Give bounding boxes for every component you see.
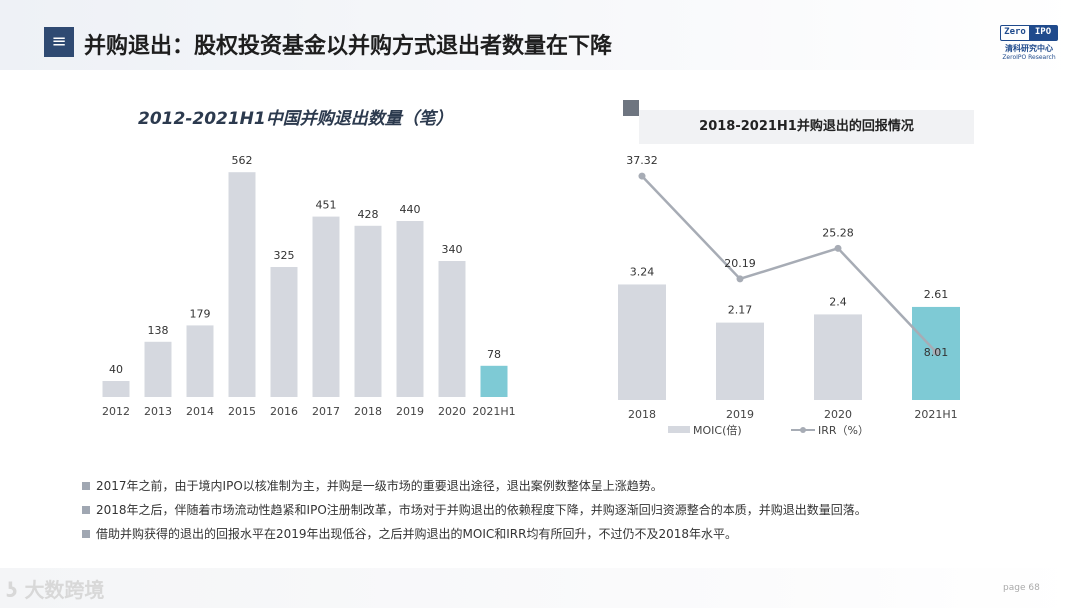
- legend-moic-label: MOIC(倍): [693, 423, 742, 437]
- footer-band: [0, 568, 1080, 608]
- watermark-logo: ʖ 大数跨境: [6, 574, 104, 603]
- logo-mark-left: Zero: [1004, 27, 1026, 37]
- x-tick-label: 2018: [628, 408, 656, 421]
- x-tick-label: 2019: [396, 405, 424, 418]
- bar: [480, 365, 508, 397]
- x-tick-label: 2012: [102, 405, 130, 418]
- data-label: 428: [358, 208, 379, 221]
- logo-en-text: ZeroIPO Research: [1002, 54, 1056, 61]
- x-tick-label: 2019: [726, 408, 754, 421]
- page-number: page 68: [1003, 583, 1040, 593]
- watermark-icon: ʖ: [6, 578, 18, 602]
- bar: [186, 325, 214, 397]
- bullet-marker: [82, 530, 90, 538]
- x-tick-label: 2018: [354, 405, 382, 418]
- x-tick-label: 2015: [228, 405, 256, 418]
- x-tick-label: 2020: [824, 408, 852, 421]
- irr-point: [638, 172, 646, 180]
- bullet-text: 借助并购获得的退出的回报水平在2019年出现低谷，之后并购退出的MOIC和IRR…: [96, 527, 738, 541]
- bar: [438, 261, 466, 397]
- data-label: 562: [232, 154, 253, 167]
- data-label: 325: [274, 249, 295, 262]
- bullet-text: 2017年之前，由于境内IPO以核准制为主，并购是一级市场的重要退出途径，退出案…: [96, 479, 663, 493]
- moic-bar: [716, 322, 764, 400]
- logo-mark-right: IPO: [1029, 26, 1057, 40]
- bullet-text: 2018年之后，伴随着市场流动性趋紧和IPO注册制改革，市场对于并购退出的依赖程…: [96, 503, 867, 517]
- data-label: 40: [109, 363, 123, 376]
- header-band: [0, 0, 1080, 70]
- bar: [228, 172, 256, 397]
- bullet-item: 2017年之前，由于境内IPO以核准制为主，并购是一级市场的重要退出途径，退出案…: [82, 474, 982, 498]
- zeroipo-logo: Zero IPO 清科研究中心 ZeroIPO Research: [1000, 25, 1058, 61]
- moic-data-label: 3.24: [630, 265, 655, 278]
- x-tick-label: 2013: [144, 405, 172, 418]
- irr-point: [834, 244, 842, 252]
- data-label: 440: [400, 203, 421, 216]
- moic-bar: [814, 314, 862, 400]
- page-title: 并购退出：股权投资基金以并购方式退出者数量在下降: [84, 34, 613, 59]
- data-label: 138: [148, 324, 169, 337]
- bar: [270, 267, 298, 397]
- legend-irr-marker: [800, 427, 806, 433]
- moic-data-label: 2.61: [924, 288, 949, 301]
- bullet-item: 借助并购获得的退出的回报水平在2019年出现低谷，之后并购退出的MOIC和IRR…: [82, 522, 982, 546]
- irr-data-label: 37.32: [626, 154, 658, 167]
- x-tick-label: 2016: [270, 405, 298, 418]
- moic-data-label: 2.17: [728, 304, 753, 317]
- right-chart-title: 2018-2021H1并购退出的回报情况: [639, 110, 974, 144]
- x-tick-label: 2017: [312, 405, 340, 418]
- data-label: 78: [487, 348, 501, 361]
- bar: [144, 341, 172, 397]
- legend-moic-swatch: [668, 426, 690, 433]
- left-chart-title: 2012-2021H1中国并购退出数量（笔）: [138, 109, 453, 129]
- x-tick-label: 2021H1: [914, 408, 957, 421]
- x-tick-label: 2014: [186, 405, 214, 418]
- irr-data-label: 8.01: [924, 346, 949, 359]
- logo-cn-text: 清科研究中心: [1005, 44, 1053, 53]
- irr-data-label: 25.28: [822, 226, 854, 239]
- irr-data-label: 20.19: [724, 257, 756, 270]
- data-label: 340: [442, 243, 463, 256]
- bullet-marker: [82, 506, 90, 514]
- irr-line: [641, 175, 937, 353]
- legend-irr-label: IRR（%）: [818, 424, 869, 437]
- moic-bar: [618, 284, 666, 400]
- irr-point: [736, 275, 744, 283]
- x-tick-label: 2021H1: [472, 405, 515, 418]
- data-label: 451: [316, 199, 337, 212]
- bar: [396, 221, 424, 397]
- bullet-item: 2018年之后，伴随着市场流动性趋紧和IPO注册制改革，市场对于并购退出的依赖程…: [82, 498, 982, 522]
- bullet-list: 2017年之前，由于境内IPO以核准制为主，并购是一级市场的重要退出途径，退出案…: [82, 474, 982, 546]
- irr-point: [932, 348, 940, 356]
- menu-icon[interactable]: ≡: [44, 27, 74, 57]
- right-chart-title-marker: [623, 100, 639, 116]
- data-label: 179: [190, 307, 211, 320]
- bar: [102, 381, 130, 397]
- x-tick-label: 2020: [438, 405, 466, 418]
- bar: [354, 225, 382, 397]
- watermark-text: 大数跨境: [24, 578, 105, 602]
- moic-data-label: 2.4: [829, 295, 847, 308]
- bullet-marker: [82, 482, 90, 490]
- logo-mark: Zero IPO: [1000, 25, 1058, 41]
- bar: [312, 216, 340, 397]
